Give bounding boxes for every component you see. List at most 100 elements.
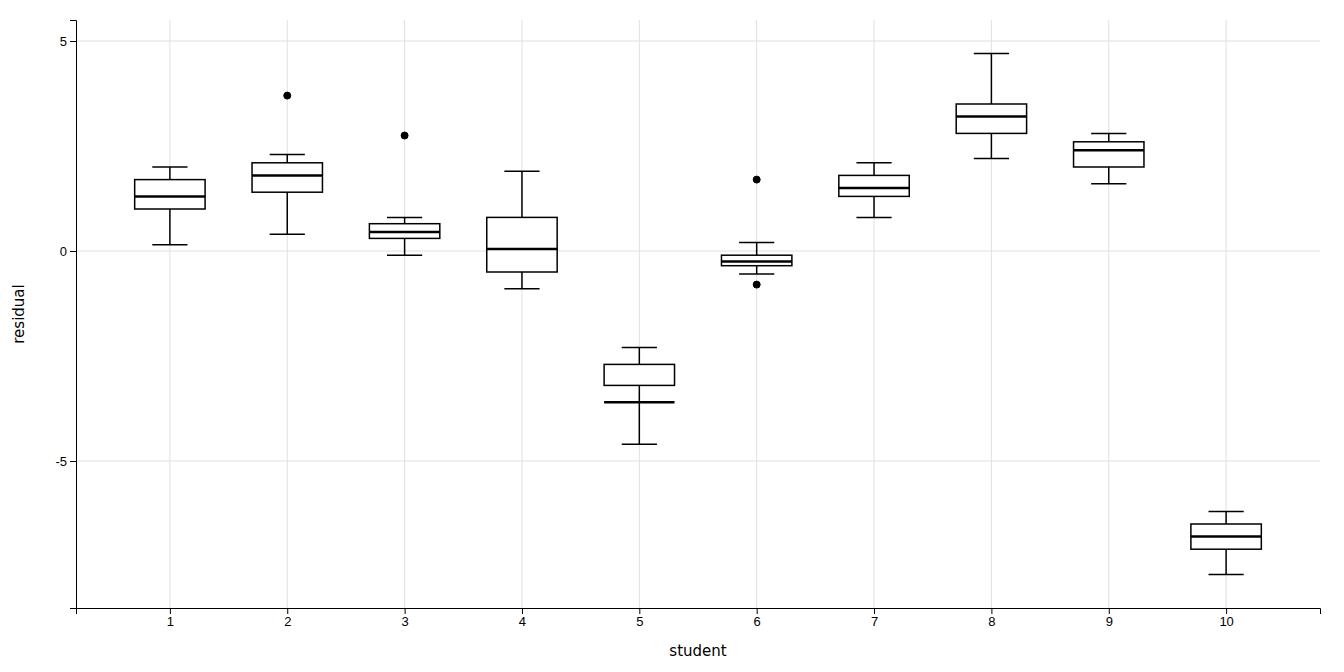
tick: 1 [167,608,174,629]
box [839,175,909,196]
whisker-cap [856,162,891,164]
flier [753,281,760,288]
whisker [756,266,758,274]
flier [284,92,291,99]
grid-line [1108,20,1109,608]
box-plot [369,132,439,255]
whisker-cap [270,154,305,156]
whisker [756,243,758,256]
tick-mark [874,608,875,614]
tick: -5 [55,454,76,469]
tick: 8 [988,608,995,629]
tick: 5 [636,608,643,629]
median [604,401,674,404]
tick-label: 2 [284,614,291,629]
whisker [169,167,171,180]
whisker-cap [387,254,422,256]
whisker [639,385,641,444]
grid-line [76,461,1320,462]
grid-line [76,41,1320,42]
whisker-cap [270,233,305,235]
tick: 5 [60,34,76,49]
grid-line [1226,20,1227,608]
whisker-cap [1209,574,1244,576]
box [604,364,674,385]
grid-line [639,20,640,608]
tick: 10 [1219,608,1233,629]
tick-label: 5 [60,34,67,49]
grid-line [76,251,1320,252]
tick-mark [522,608,523,614]
whisker-cap [622,347,657,349]
whisker [1225,549,1227,574]
tick-mark [991,608,992,614]
flier [753,176,760,183]
whisker-cap [622,443,657,445]
whisker [1108,133,1110,141]
axis-line [70,21,77,609]
tick-mark [70,251,76,252]
whisker-cap [739,242,774,244]
tick-mark [757,608,758,614]
box-plot [487,171,557,289]
whisker [1108,167,1110,184]
box [487,217,557,272]
tick-mark [405,608,406,614]
whisker [169,209,171,245]
whisker [991,54,993,104]
axis-line [77,609,1321,615]
whisker [1225,511,1227,524]
median [252,174,322,177]
tick: 3 [401,608,408,629]
whisker [404,238,406,255]
plot: 1 2 3 4 5 6 7 8 9 10 -5 0 5 student residual [10,20,1321,660]
box [369,224,439,239]
whisker [521,171,523,217]
whisker-cap [152,166,187,168]
tick-mark [287,608,288,614]
tick-mark [70,41,76,42]
grid-line [169,20,170,608]
whisker [286,154,288,162]
grid-line [521,20,522,608]
tick: 2 [284,608,291,629]
box-plot [721,176,791,288]
box-plot [1074,133,1144,183]
whisker [873,196,875,217]
median [956,115,1026,118]
median [1074,149,1144,152]
grid-line [874,20,875,608]
tick-label: 1 [167,614,174,629]
tick: 0 [60,244,76,259]
median [487,248,557,251]
tick-label: 7 [871,614,878,629]
y-axis: -5 0 5 [55,21,76,609]
chart: 1 2 3 4 5 6 7 8 9 10 -5 0 5 student residual [0,0,1344,672]
tick-label: 9 [1106,614,1113,629]
whisker [286,192,288,234]
median [839,187,909,190]
tick-label: 8 [988,614,995,629]
grid-line [404,20,405,608]
median [721,260,791,263]
tick-label: -5 [55,454,67,469]
tick-mark [70,461,76,462]
tick-label: 3 [401,614,408,629]
y-axis-title: residual [10,284,28,343]
whisker [521,272,523,289]
whisker-cap [504,288,539,290]
whisker [639,348,641,365]
whisker-cap [1091,133,1126,135]
flier [401,132,408,139]
tick-label: 4 [519,614,526,629]
whisker [991,133,993,158]
median [369,231,439,234]
tick: 4 [519,608,526,629]
whisker-cap [504,170,539,172]
median [135,195,205,198]
box-plot [839,163,909,218]
whisker-cap [152,244,187,246]
tick-label: 6 [754,614,761,629]
x-axis-title: student [669,642,726,660]
tick: 6 [754,608,761,629]
